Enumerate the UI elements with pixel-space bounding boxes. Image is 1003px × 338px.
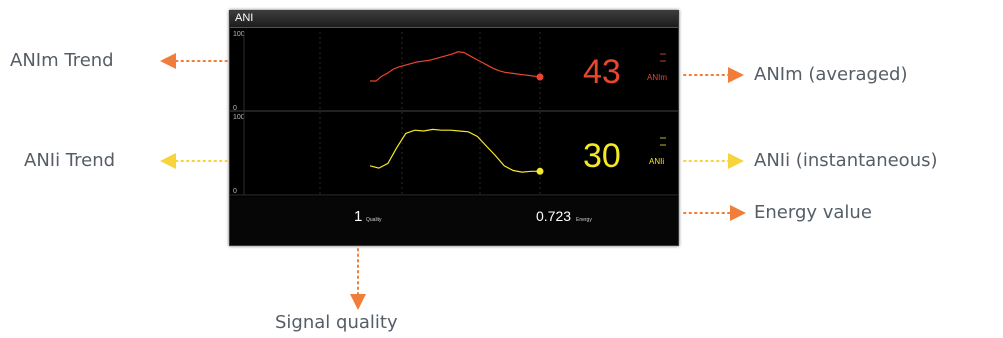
trend-area: 100 0 100 0 [230, 31, 678, 196]
anii-axis-max: 100 [233, 114, 245, 121]
quality-value: 1 [354, 208, 363, 225]
anii-axis-min: 0 [233, 188, 237, 195]
grid-lines [319, 32, 541, 195]
callout-signal-quality: Signal quality [275, 312, 398, 333]
callout-anii-trend: ANIi Trend [24, 150, 116, 171]
anii-unit: ANIi [649, 157, 665, 166]
anii-current-point [536, 167, 544, 175]
anim-trend-line [370, 51, 541, 82]
energy-value: 0.723 [536, 208, 572, 224]
callout-anim-trend: ANIm Trend [10, 50, 114, 71]
anim-axis-max: 100 [233, 31, 245, 38]
anim-value: 43 [583, 53, 621, 91]
ani-monitor-panel: ANI 100 0 100 0 [229, 10, 679, 246]
anii-value: 30 [583, 137, 621, 175]
bottom-values-row: 1 Quality 0.723 Energy [230, 197, 678, 245]
callout-anim-averaged: ANIm (averaged) [754, 64, 908, 85]
callout-anii-instantaneous: ANIi (instantaneous) [754, 150, 938, 171]
energy-label: Energy [576, 217, 592, 223]
callout-energy-value: Energy value [754, 202, 872, 223]
quality-label: Quality [366, 217, 382, 223]
anii-trend-line [369, 128, 540, 173]
monitor-title: ANI [235, 12, 254, 24]
anim-axis-min: 0 [233, 105, 237, 112]
anim-unit: ANIm [647, 73, 667, 82]
monitor-titlebar: ANI [230, 11, 678, 28]
anim-current-point [536, 73, 544, 81]
